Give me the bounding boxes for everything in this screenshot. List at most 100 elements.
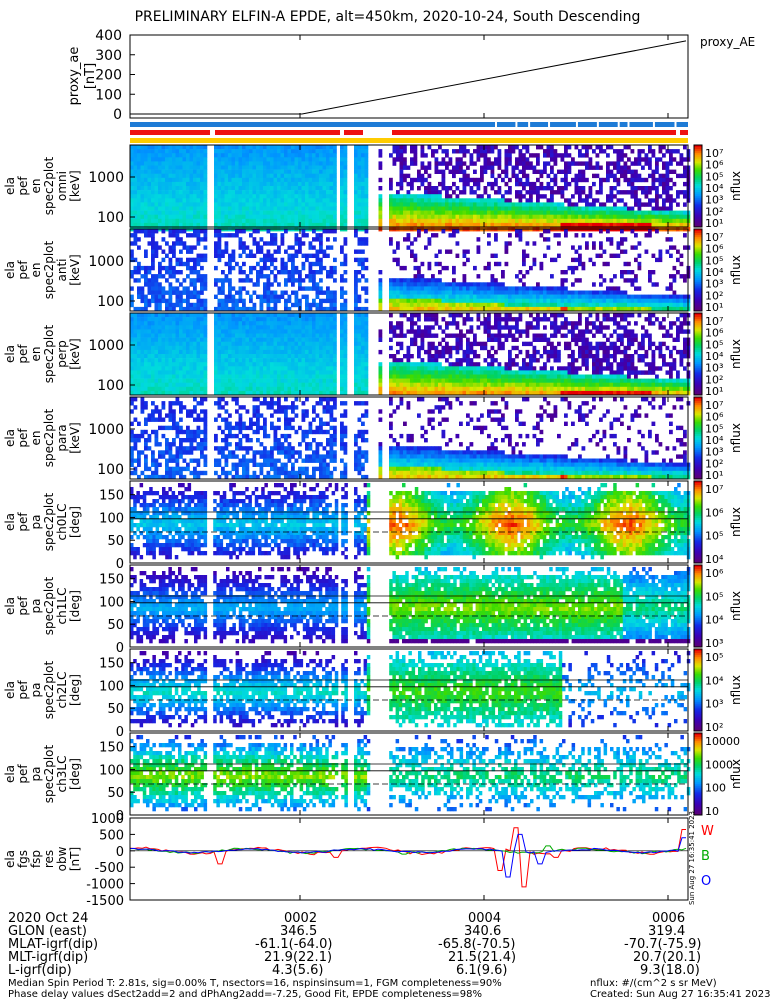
- spectrogram-cell: [224, 374, 229, 379]
- spectrogram-cell: [676, 270, 680, 275]
- spectrogram-cell: [151, 241, 155, 246]
- spectrogram-cell: [581, 290, 586, 295]
- spectrogram-cell: [186, 181, 190, 187]
- spectrogram-cell: [308, 169, 313, 174]
- spectrogram-cell: [630, 194, 635, 199]
- spectrogram-cell: [277, 194, 281, 199]
- spectrogram-cell: [438, 249, 442, 254]
- spectrogram-cell: [277, 317, 281, 322]
- spectrogram-cell: [284, 214, 288, 220]
- spectrogram-cell: [147, 149, 152, 154]
- spectrogram-cell: [431, 278, 435, 283]
- spectrogram-cell: [221, 190, 225, 195]
- spectrogram-cell: [333, 194, 337, 199]
- spectrogram-cell: [242, 210, 246, 215]
- spectrogram-cell: [298, 245, 302, 250]
- spectrogram-cell: [466, 222, 470, 228]
- spectrogram-cell: [186, 341, 190, 347]
- spectrogram-cell: [676, 173, 680, 179]
- spectrogram-cell: [144, 194, 148, 199]
- spectrogram-cell: [490, 206, 495, 211]
- spectrogram-cell: [294, 237, 299, 242]
- spectrogram-cell: [147, 313, 152, 318]
- spectrogram-cell: [553, 206, 558, 211]
- spectrogram-cell: [196, 194, 201, 199]
- spectrogram-cell: [378, 214, 383, 220]
- spectrogram-cell: [515, 206, 519, 211]
- spectrogram-cell: [249, 317, 253, 322]
- spectrogram-cell: [140, 157, 145, 162]
- spectrogram-cell: [287, 206, 292, 211]
- spectrogram-cell: [224, 210, 229, 215]
- spectrogram-cell: [182, 214, 187, 220]
- spectrogram-cell: [354, 202, 358, 207]
- spectrogram-cell: [644, 186, 649, 191]
- spectrogram-cell: [256, 214, 260, 220]
- spectrogram-cell: [189, 302, 194, 308]
- spectrogram-cell: [459, 286, 463, 291]
- spectrogram-cell: [424, 190, 428, 195]
- spectrogram-cell: [287, 253, 292, 258]
- spectrogram-cell: [459, 198, 463, 203]
- spectrogram-cell: [291, 194, 295, 199]
- spectrogram-cell: [550, 222, 554, 228]
- spectrogram-cell: [280, 290, 285, 295]
- spectrogram-cell: [651, 298, 656, 304]
- spectrogram-cell: [287, 186, 292, 191]
- colorbar-cell: [694, 306, 702, 310]
- spectrogram-cell: [133, 186, 138, 191]
- spectrogram-cell: [224, 233, 229, 238]
- spectrogram-cell: [441, 286, 446, 291]
- spectrogram-cell: [536, 282, 540, 287]
- spectrogram-cell: [189, 245, 194, 250]
- spectrogram-cell: [161, 257, 166, 263]
- spectrogram-cell: [151, 261, 155, 267]
- spectrogram-cell: [245, 362, 250, 367]
- spectrogram-cell: [175, 181, 180, 187]
- spectrogram-cell: [235, 222, 239, 228]
- spectrogram-cell: [522, 274, 526, 279]
- spectrogram-cell: [522, 222, 526, 228]
- spectrogram-cell: [259, 337, 264, 342]
- spectrogram-cell: [270, 261, 274, 267]
- spectrogram-cell: [284, 190, 288, 195]
- spectrogram-cell: [266, 177, 271, 183]
- spectrogram-cell: [557, 290, 561, 295]
- spectrogram-cell: [231, 386, 236, 392]
- spectrogram-cell: [501, 290, 505, 295]
- spectrogram-cell: [245, 306, 250, 312]
- spectrogram-cell: [235, 370, 239, 375]
- spectrogram-cell: [644, 222, 649, 228]
- spectrogram-cell: [151, 286, 155, 291]
- spectrogram-cell: [133, 165, 138, 170]
- spectrogram-cell: [235, 261, 239, 267]
- spectrogram-cell: [203, 370, 208, 375]
- spectrogram-cell: [672, 294, 677, 299]
- spectrogram-cell: [252, 177, 257, 183]
- spectrogram-cell: [396, 241, 400, 246]
- spectrogram-cell: [270, 325, 274, 330]
- spectrogram-cell: [158, 210, 162, 215]
- spectrogram-cell: [634, 245, 638, 250]
- spectrogram-cell: [287, 298, 292, 304]
- spectrogram-cell: [273, 241, 278, 246]
- spectrogram-cell: [434, 294, 439, 299]
- spectrogram-cell: [483, 198, 488, 203]
- spectrogram-cell: [242, 358, 246, 363]
- spectrogram-cell: [221, 386, 225, 392]
- spectrogram-cell: [319, 198, 323, 203]
- spectrogram-cell: [455, 186, 460, 191]
- spectrogram-cell: [483, 214, 488, 220]
- spectrogram-cell: [560, 302, 565, 308]
- spectrogram-cell: [434, 290, 439, 295]
- spectrogram-cell: [252, 265, 257, 271]
- spectrogram-cell: [462, 282, 467, 287]
- spectrogram-cell: [354, 210, 358, 215]
- spectrogram-cell: [266, 145, 271, 150]
- spectrogram-cell: [679, 218, 684, 224]
- spectrogram-cell: [504, 153, 509, 158]
- spectrogram-cell: [683, 298, 687, 304]
- spectrogram-cell: [585, 161, 589, 166]
- spectrogram-cell: [357, 237, 362, 242]
- spectrogram-cell: [606, 165, 610, 170]
